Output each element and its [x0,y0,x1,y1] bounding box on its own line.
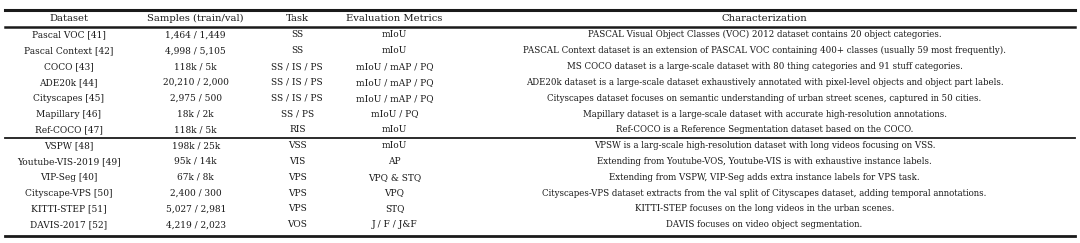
Text: STQ: STQ [384,204,404,213]
Text: 118k / 5k: 118k / 5k [174,125,217,134]
Text: VSS: VSS [288,141,307,150]
Text: VPS: VPS [288,189,307,198]
Text: SS: SS [292,46,303,55]
Text: SS / IS / PS: SS / IS / PS [271,62,323,71]
Text: Cityscapes [45]: Cityscapes [45] [33,94,104,103]
Text: Mapillary [46]: Mapillary [46] [36,110,102,119]
Text: 4,219 / 2,023: 4,219 / 2,023 [165,220,226,229]
Text: RIS: RIS [289,125,306,134]
Text: Cityscapes dataset focuses on semantic understanding of urban street scenes, cap: Cityscapes dataset focuses on semantic u… [548,94,982,103]
Text: AP: AP [389,157,401,166]
Text: Cityscape-VPS [50]: Cityscape-VPS [50] [25,189,112,198]
Text: VPQ & STQ: VPQ & STQ [368,173,421,182]
Text: VIP-Seg [40]: VIP-Seg [40] [40,173,97,182]
Text: KITTI-STEP focuses on the long videos in the urban scenes.: KITTI-STEP focuses on the long videos in… [635,204,894,213]
Text: Samples (train/val): Samples (train/val) [147,14,244,23]
Text: MS COCO dataset is a large-scale dataset with 80 thing categories and 91 stuff c: MS COCO dataset is a large-scale dataset… [567,62,962,71]
Text: Mapillary dataset is a large-scale dataset with accurate high-resolution annotat: Mapillary dataset is a large-scale datas… [582,110,946,119]
Text: 198k / 25k: 198k / 25k [172,141,220,150]
Text: mIoU / mAP / PQ: mIoU / mAP / PQ [355,62,433,71]
Text: Extending from VSPW, VIP-Seg adds extra instance labels for VPS task.: Extending from VSPW, VIP-Seg adds extra … [609,173,920,182]
Text: PASCAL Visual Object Classes (VOC) 2012 dataset contains 20 object categories.: PASCAL Visual Object Classes (VOC) 2012 … [588,30,942,40]
Text: SS / IS / PS: SS / IS / PS [271,94,323,103]
Text: VIS: VIS [289,157,306,166]
Text: SS: SS [292,30,303,39]
Text: ADE20k [44]: ADE20k [44] [39,78,97,87]
Text: 20,210 / 2,000: 20,210 / 2,000 [163,78,229,87]
Text: J / F / J&F: J / F / J&F [372,220,418,229]
Text: mIoU: mIoU [382,141,407,150]
Text: Characterization: Characterization [721,14,808,23]
Text: VPSW is a larg-scale high-resolution dataset with long videos focusing on VSS.: VPSW is a larg-scale high-resolution dat… [594,141,935,150]
Text: 2,400 / 300: 2,400 / 300 [170,189,221,198]
Text: VPS: VPS [288,173,307,182]
Text: Dataset: Dataset [49,14,87,23]
Text: Youtube-VIS-2019 [49]: Youtube-VIS-2019 [49] [16,157,120,166]
Text: Ref-COCO is a Reference Segmentation dataset based on the COCO.: Ref-COCO is a Reference Segmentation dat… [616,125,914,134]
Text: Cityscapes-VPS dataset extracts from the val split of Cityscapes dataset, adding: Cityscapes-VPS dataset extracts from the… [542,189,987,198]
Text: 118k / 5k: 118k / 5k [174,62,217,71]
Text: KITTI-STEP [51]: KITTI-STEP [51] [30,204,106,213]
Text: COCO [43]: COCO [43] [43,62,93,71]
Text: mIoU / mAP / PQ: mIoU / mAP / PQ [355,78,433,87]
Text: DAVIS-2017 [52]: DAVIS-2017 [52] [30,220,107,229]
Text: VOS: VOS [287,220,307,229]
Text: ADE20k dataset is a large-scale dataset exhaustively annotated with pixel-level : ADE20k dataset is a large-scale dataset … [526,78,1003,87]
Text: VPS: VPS [288,204,307,213]
Text: Pascal VOC [41]: Pascal VOC [41] [31,30,106,39]
Text: 67k / 8k: 67k / 8k [177,173,214,182]
Text: Ref-COCO [47]: Ref-COCO [47] [35,125,103,134]
Text: mIoU / PQ: mIoU / PQ [370,110,418,119]
Text: 4,998 / 5,105: 4,998 / 5,105 [165,46,226,55]
Text: SS / IS / PS: SS / IS / PS [271,78,323,87]
Text: VPQ: VPQ [384,189,405,198]
Text: 95k / 14k: 95k / 14k [174,157,217,166]
Text: Extending from Youtube-VOS, Youtube-VIS is with exhaustive instance labels.: Extending from Youtube-VOS, Youtube-VIS … [597,157,932,166]
Text: 1,464 / 1,449: 1,464 / 1,449 [165,30,226,39]
Text: 5,027 / 2,981: 5,027 / 2,981 [165,204,226,213]
Text: Task: Task [286,14,309,23]
Text: Evaluation Metrics: Evaluation Metrics [347,14,443,23]
Text: mIoU / mAP / PQ: mIoU / mAP / PQ [355,94,433,103]
Text: mIoU: mIoU [382,30,407,39]
Text: mIoU: mIoU [382,46,407,55]
Text: mIoU: mIoU [382,125,407,134]
Text: VSPW [48]: VSPW [48] [44,141,93,150]
Text: 2,975 / 500: 2,975 / 500 [170,94,221,103]
Text: DAVIS focuses on video object segmentation.: DAVIS focuses on video object segmentati… [666,220,863,229]
Text: PASCAL Context dataset is an extension of PASCAL VOC containing 400+ classes (us: PASCAL Context dataset is an extension o… [523,46,1007,55]
Text: 18k / 2k: 18k / 2k [177,110,214,119]
Text: Pascal Context [42]: Pascal Context [42] [24,46,113,55]
Text: SS / PS: SS / PS [281,110,314,119]
